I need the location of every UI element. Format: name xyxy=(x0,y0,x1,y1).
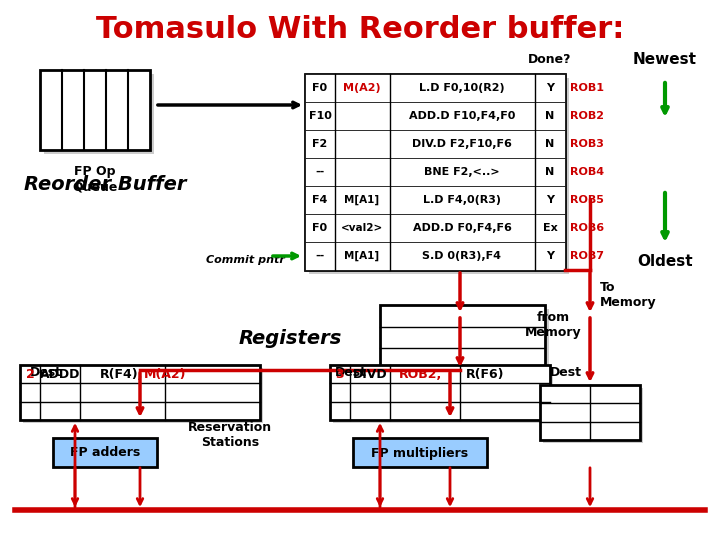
Text: F0: F0 xyxy=(312,83,328,93)
Text: F0: F0 xyxy=(312,223,328,233)
FancyBboxPatch shape xyxy=(23,368,263,423)
FancyBboxPatch shape xyxy=(333,368,553,423)
Text: ROB7: ROB7 xyxy=(570,251,604,261)
Text: 3: 3 xyxy=(336,368,344,381)
Text: R(F6): R(F6) xyxy=(466,368,504,381)
Text: ADD.D F10,F4,F0: ADD.D F10,F4,F0 xyxy=(409,111,516,121)
Text: --: -- xyxy=(315,251,325,261)
Text: ADDD: ADDD xyxy=(40,368,80,381)
Text: Tomasulo With Reorder buffer:: Tomasulo With Reorder buffer: xyxy=(96,16,624,44)
Text: DIVD: DIVD xyxy=(353,368,387,381)
Text: FP multipliers: FP multipliers xyxy=(372,447,469,460)
Text: F2: F2 xyxy=(312,139,328,149)
FancyBboxPatch shape xyxy=(305,74,565,270)
Text: DIV.D F2,F10,F6: DIV.D F2,F10,F6 xyxy=(412,139,512,149)
Text: Oldest: Oldest xyxy=(637,254,693,269)
Text: FP adders: FP adders xyxy=(70,447,140,460)
Text: Done?: Done? xyxy=(528,53,572,66)
Text: M(A2): M(A2) xyxy=(343,83,381,93)
Text: 2: 2 xyxy=(26,368,35,381)
Text: Newest: Newest xyxy=(633,52,697,68)
FancyBboxPatch shape xyxy=(384,309,549,374)
FancyBboxPatch shape xyxy=(305,214,565,242)
Text: Ex: Ex xyxy=(543,223,557,233)
Text: ROB4: ROB4 xyxy=(570,167,604,177)
Text: FP Op
Queue: FP Op Queue xyxy=(72,165,117,193)
FancyBboxPatch shape xyxy=(305,158,565,186)
FancyBboxPatch shape xyxy=(353,438,487,467)
Text: R(F4),: R(F4), xyxy=(100,368,144,381)
Text: S.D 0(R3),F4: S.D 0(R3),F4 xyxy=(423,251,502,261)
Text: N: N xyxy=(545,111,554,121)
Text: M(A2): M(A2) xyxy=(144,368,186,381)
Text: ADD.D F0,F4,F6: ADD.D F0,F4,F6 xyxy=(413,223,511,233)
Text: ROB2,: ROB2, xyxy=(398,368,441,381)
Text: BNE F2,<..>: BNE F2,<..> xyxy=(424,167,500,177)
Text: Reorder Buffer: Reorder Buffer xyxy=(24,176,186,194)
FancyBboxPatch shape xyxy=(380,305,545,370)
Text: L.D F0,10(R2): L.D F0,10(R2) xyxy=(419,83,505,93)
Text: L.D F4,0(R3): L.D F4,0(R3) xyxy=(423,195,501,205)
Text: Commit pntr: Commit pntr xyxy=(206,255,284,265)
Text: Y: Y xyxy=(546,195,554,205)
FancyBboxPatch shape xyxy=(305,186,565,214)
Text: Dest: Dest xyxy=(550,366,582,379)
Text: Dest: Dest xyxy=(335,366,367,379)
Text: N: N xyxy=(545,167,554,177)
Text: Y: Y xyxy=(546,83,554,93)
Text: from
Memory: from Memory xyxy=(525,311,581,339)
Text: Y: Y xyxy=(546,251,554,261)
FancyBboxPatch shape xyxy=(309,78,569,274)
FancyBboxPatch shape xyxy=(305,74,565,102)
FancyBboxPatch shape xyxy=(305,130,565,158)
FancyBboxPatch shape xyxy=(305,242,565,270)
Text: ROB6: ROB6 xyxy=(570,223,604,233)
Text: Dest: Dest xyxy=(30,366,62,379)
Text: --: -- xyxy=(315,167,325,177)
FancyBboxPatch shape xyxy=(540,385,640,440)
FancyBboxPatch shape xyxy=(53,438,157,467)
Text: Registers: Registers xyxy=(238,328,342,348)
FancyBboxPatch shape xyxy=(330,365,550,420)
FancyBboxPatch shape xyxy=(44,74,154,154)
Text: <val2>: <val2> xyxy=(341,223,383,233)
FancyBboxPatch shape xyxy=(305,102,565,130)
Text: ROB5: ROB5 xyxy=(570,195,604,205)
Text: M[A1]: M[A1] xyxy=(344,195,379,205)
FancyBboxPatch shape xyxy=(40,70,150,150)
Text: To
Memory: To Memory xyxy=(600,281,657,309)
FancyBboxPatch shape xyxy=(543,388,643,443)
Text: M[A1]: M[A1] xyxy=(344,251,379,261)
Text: ROB3: ROB3 xyxy=(570,139,604,149)
Text: F10: F10 xyxy=(309,111,331,121)
Text: F4: F4 xyxy=(312,195,328,205)
Text: ROB2: ROB2 xyxy=(570,111,604,121)
Text: Reservation
Stations: Reservation Stations xyxy=(188,421,272,449)
FancyBboxPatch shape xyxy=(20,365,260,420)
Text: ROB1: ROB1 xyxy=(570,83,604,93)
Text: N: N xyxy=(545,139,554,149)
